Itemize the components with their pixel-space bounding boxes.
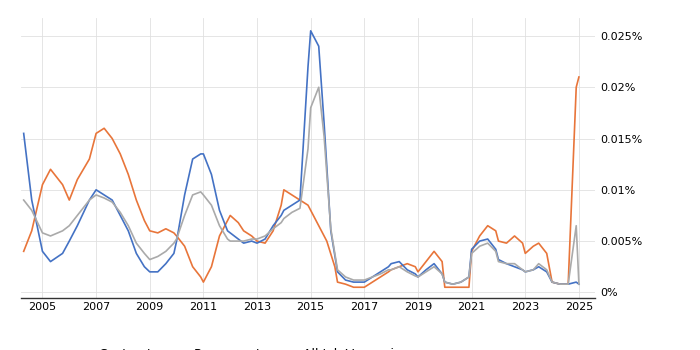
Permanent — [280, 208, 288, 212]
Permanent — [376, 270, 384, 274]
All Job Vacancies — [368, 275, 377, 279]
Contract — [20, 249, 28, 253]
Contract — [349, 285, 358, 289]
All Job Vacancies — [20, 198, 28, 202]
Contract — [575, 75, 583, 79]
Permanent — [20, 131, 28, 135]
All Job Vacancies — [414, 275, 422, 279]
Contract — [368, 280, 377, 284]
Permanent — [575, 282, 583, 286]
Permanent — [368, 275, 377, 279]
All Job Vacancies — [395, 265, 403, 269]
All Job Vacancies — [280, 216, 288, 221]
Line: Contract: Contract — [24, 77, 579, 287]
Permanent — [449, 282, 457, 286]
Contract — [521, 251, 529, 256]
All Job Vacancies — [314, 85, 323, 89]
All Job Vacancies — [575, 282, 583, 286]
Permanent — [395, 259, 403, 264]
Permanent — [529, 268, 538, 272]
Line: All Job Vacancies: All Job Vacancies — [24, 87, 579, 284]
Contract — [414, 270, 422, 274]
Line: Permanent: Permanent — [24, 31, 579, 284]
Contract — [280, 188, 288, 192]
Contract — [395, 265, 403, 269]
All Job Vacancies — [376, 272, 384, 276]
All Job Vacancies — [529, 268, 538, 272]
All Job Vacancies — [449, 282, 457, 286]
Permanent — [414, 275, 422, 279]
Permanent — [307, 29, 315, 33]
Contract — [376, 275, 384, 279]
Legend: Contract, Permanent, All Job Vacancies: Contract, Permanent, All Job Vacancies — [65, 343, 413, 350]
